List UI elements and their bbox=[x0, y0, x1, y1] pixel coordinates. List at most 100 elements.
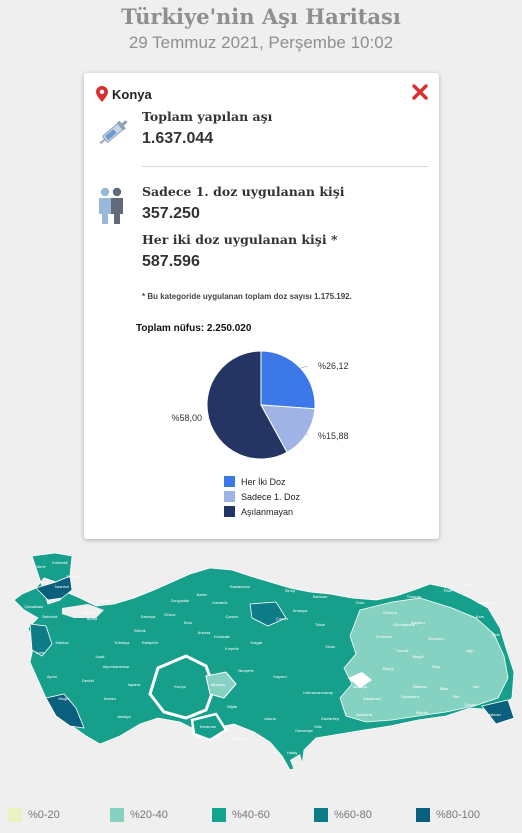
province-label: Malatya bbox=[353, 684, 368, 689]
province-label: Afyonkarahisar bbox=[103, 664, 130, 669]
province-label: Kırşehir bbox=[225, 646, 239, 651]
province-label: Van bbox=[473, 684, 480, 689]
province-label: Bolu bbox=[184, 620, 192, 625]
legend-swatch bbox=[224, 491, 235, 502]
region-konya bbox=[148, 654, 216, 720]
legend-label: Aşılanmayan bbox=[241, 506, 294, 517]
province-label: Kayseri bbox=[273, 674, 286, 679]
province-label: Tokat bbox=[315, 622, 325, 627]
province-label: Balıkesir bbox=[42, 614, 58, 619]
province-label: Ordu bbox=[356, 600, 365, 605]
province-label: Amasya bbox=[293, 608, 308, 613]
province-label: Adıyaman bbox=[363, 696, 381, 701]
map-legend-swatch bbox=[8, 808, 22, 822]
pie-slice-1[interactable] bbox=[260, 404, 316, 454]
province-label: Antalya bbox=[117, 714, 131, 719]
pie-label-2: %58,00 bbox=[171, 413, 202, 423]
pie-label-0: %26,12 bbox=[318, 361, 349, 371]
province-label: Kahramanmaraş bbox=[303, 690, 333, 695]
province-label: Adana bbox=[264, 716, 276, 721]
province-label: Zonguldak bbox=[171, 598, 190, 603]
people-icon bbox=[99, 187, 123, 224]
map-legend-label: %60-80 bbox=[334, 809, 372, 821]
province-label: Eskişehir bbox=[142, 640, 159, 645]
region-zonguldak bbox=[249, 601, 287, 627]
map-legend-item: %60-80 bbox=[314, 808, 372, 822]
province-label: Ardahan bbox=[478, 600, 493, 605]
province-label: Osmaniye bbox=[295, 728, 314, 733]
province-label: Tunceli bbox=[396, 648, 409, 653]
province-label: Mardin bbox=[416, 710, 428, 715]
pie-label-1: %15,88 bbox=[318, 431, 349, 441]
pie-connector-0 bbox=[300, 365, 309, 369]
close-button[interactable] bbox=[412, 84, 428, 105]
province-label: İzmir bbox=[36, 650, 45, 655]
province-label: Sakarya bbox=[141, 614, 156, 619]
province-label: Bayburt bbox=[411, 620, 426, 625]
province-label: Çankırı bbox=[226, 614, 239, 619]
province-label: Gaziantep bbox=[321, 716, 340, 721]
legend-label: Her İki Doz bbox=[241, 476, 286, 487]
province-label: Düzce bbox=[164, 612, 176, 617]
map-legend-swatch bbox=[416, 808, 430, 822]
province-label: Gümüşhane bbox=[393, 622, 416, 627]
province-label: Aydın bbox=[47, 674, 57, 679]
location-name: Konya bbox=[112, 86, 152, 102]
province-label: Siirt bbox=[453, 694, 461, 699]
region-aksaray bbox=[205, 671, 237, 699]
first-dose-label: Sadece 1. doz uygulanan kişi bbox=[142, 184, 345, 199]
province-label: Elazığ bbox=[382, 666, 393, 671]
map-legend-swatch bbox=[314, 808, 328, 822]
pie-connector-1 bbox=[306, 433, 309, 436]
province-label: Kırıkkale bbox=[214, 634, 230, 639]
province-label: Çanakkale bbox=[25, 604, 45, 609]
close-icon[interactable] bbox=[412, 84, 428, 100]
legend-item-unvaccinated[interactable]: Aşılanmayan bbox=[224, 504, 300, 519]
region-cyprus bbox=[290, 754, 304, 770]
province-label: Burdur bbox=[104, 696, 117, 701]
province-label: Bitlis bbox=[440, 686, 448, 691]
map-legend: %0-20 %20-40 %40-60 %60-80 %80-100 bbox=[0, 806, 522, 828]
map-legend-swatch bbox=[212, 808, 226, 822]
footnote: * Bu kategoride uygulanan toplam doz say… bbox=[142, 292, 352, 301]
province-label: Yalova bbox=[82, 610, 95, 615]
total-vaccine-label: Toplam yapılan aşı bbox=[142, 109, 273, 124]
province-label: Bartın bbox=[197, 592, 208, 597]
map-legend-item: %40-60 bbox=[212, 808, 270, 822]
province-label: Artvin bbox=[463, 582, 473, 587]
province-label: Trabzon bbox=[407, 594, 422, 599]
marmara-sea bbox=[62, 604, 104, 618]
legend-item-both[interactable]: Her İki Doz bbox=[224, 474, 300, 489]
legend-swatch bbox=[224, 476, 235, 487]
map-legend-label: %80-100 bbox=[436, 809, 481, 821]
legend-item-first[interactable]: Sadece 1. Doz bbox=[224, 489, 300, 504]
province-label: Kars bbox=[476, 614, 484, 619]
province-label: Sinop bbox=[285, 588, 296, 593]
location-header: Konya bbox=[96, 86, 152, 102]
pie-slice-0[interactable] bbox=[260, 350, 316, 410]
province-label: Iğdır bbox=[492, 632, 501, 637]
map-legend-swatch bbox=[110, 808, 124, 822]
province-label: Giresun bbox=[383, 610, 397, 615]
province-label-layer: Edirne İstanbul Kocaeli Bursa Balıkesir Manis… bbox=[25, 560, 501, 755]
province-label: Şırnak bbox=[464, 702, 476, 707]
province-label: Hatay bbox=[287, 750, 297, 755]
turkey-map: Edirne İstanbul Kocaeli Bursa Balıkesir Manis… bbox=[13, 552, 515, 771]
region-istanbul bbox=[35, 575, 73, 601]
province-label: Manisa bbox=[56, 640, 70, 645]
province-label: Sivas bbox=[325, 644, 335, 649]
province-label: Niğde bbox=[227, 704, 238, 709]
province-label: Muğla bbox=[59, 696, 71, 701]
pie-slice-2[interactable] bbox=[206, 350, 288, 460]
province-label: Aksaray bbox=[211, 682, 225, 687]
province-label: İstanbul bbox=[55, 584, 69, 589]
region-east bbox=[339, 597, 509, 723]
map-legend-label: %40-60 bbox=[232, 809, 270, 821]
both-doses-label: Her iki doz uygulanan kişi * bbox=[142, 232, 338, 247]
legend-label: Sadece 1. Doz bbox=[241, 491, 301, 502]
province-label: Kırklareli bbox=[52, 560, 68, 565]
province-label: Batman bbox=[413, 684, 427, 689]
province-label: Nevşehir bbox=[238, 668, 254, 673]
map-legend-label: %20-40 bbox=[130, 809, 168, 821]
region-hakkari bbox=[481, 699, 515, 725]
